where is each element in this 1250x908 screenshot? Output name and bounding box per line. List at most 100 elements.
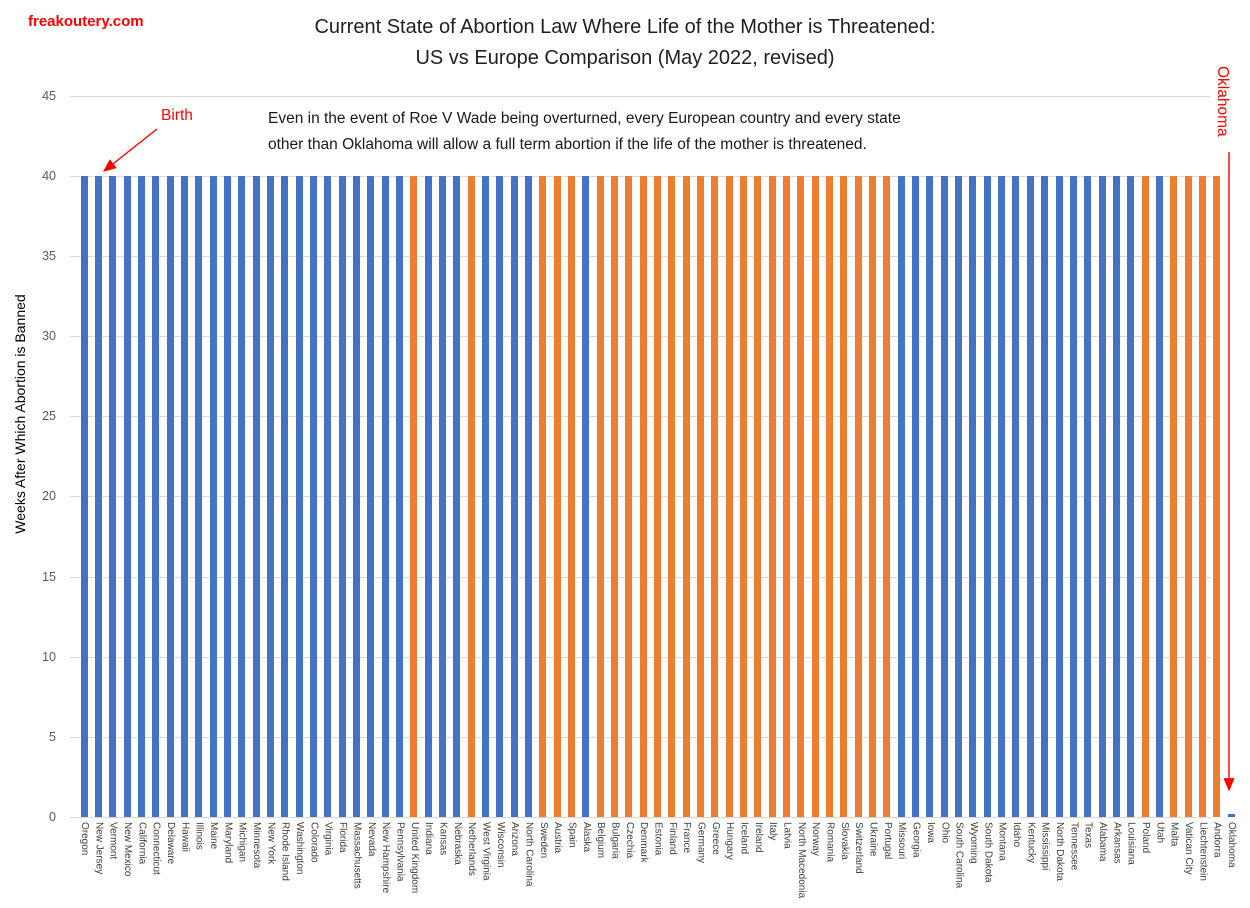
x-label-ireland: Ireland	[752, 822, 764, 853]
x-label-romania: Romania	[824, 822, 836, 863]
bar-washington	[295, 175, 303, 817]
y-tick-label-40: 40	[42, 168, 56, 183]
x-label-wyoming: Wyoming	[967, 822, 979, 864]
x-label-massachusetts: Massachusetts	[351, 822, 363, 889]
bar-vermont	[109, 175, 117, 817]
bar-norway	[811, 175, 819, 817]
x-label-sweden: Sweden	[537, 822, 549, 859]
bar-alabama	[1098, 175, 1106, 817]
x-label-oklahoma: Oklahoma	[1226, 822, 1237, 868]
x-label-texas: Texas	[1082, 822, 1094, 849]
site-logo-text: freakoutery.com	[28, 13, 144, 30]
bar-new-jersey	[94, 175, 102, 817]
bar-nevada	[367, 175, 375, 817]
bar-new-york	[266, 175, 274, 817]
bar-estonia	[654, 175, 661, 817]
x-label-illinois: Illinois	[193, 822, 205, 850]
gridline-45	[70, 95, 1211, 97]
x-label-ohio: Ohio	[939, 822, 951, 844]
bar-italy	[768, 175, 776, 817]
bar-massachusetts	[352, 175, 360, 817]
x-label-washington: Washington	[294, 822, 306, 875]
bar-maryland	[223, 175, 231, 817]
bar-ukraine	[869, 175, 877, 817]
bar-north-macedonia	[797, 175, 805, 817]
bar-netherlands	[467, 175, 475, 817]
y-tick-label-10: 10	[42, 649, 56, 664]
bar-switzerland	[854, 175, 862, 817]
x-label-louisiana: Louisiana	[1125, 822, 1137, 865]
bar-maine	[209, 175, 217, 817]
x-label-maryland: Maryland	[222, 822, 234, 864]
bar-missouri	[897, 175, 905, 817]
x-label-montana: Montana	[996, 822, 1008, 861]
y-tick-label-20: 20	[42, 489, 56, 504]
bar-new-hampshire	[381, 175, 389, 817]
x-label-wisconsin: Wisconsin	[494, 822, 506, 868]
bar-wisconsin	[496, 175, 504, 817]
x-label-new-jersey: New Jersey	[93, 822, 105, 875]
x-label-delaware: Delaware	[165, 822, 176, 865]
bar-poland	[1141, 175, 1149, 817]
bar-arizona	[510, 175, 518, 817]
x-label-arkansas: Arkansas	[1111, 822, 1123, 864]
x-label-slovakia: Slovakia	[838, 822, 850, 860]
bar-ireland	[754, 175, 762, 817]
x-label-austria: Austria	[552, 822, 564, 854]
x-label-iowa: Iowa	[924, 822, 936, 844]
bar-slovakia	[840, 175, 848, 817]
x-label-utah: Utah	[1154, 822, 1166, 844]
x-label-south-dakota: South Dakota	[982, 822, 994, 883]
x-label-spain: Spain	[566, 822, 578, 848]
x-label-vatican-city: Vatican City	[1183, 822, 1194, 875]
bar-montana	[998, 175, 1006, 817]
x-label-alabama: Alabama	[1097, 822, 1108, 862]
chart-title: Current State of Abortion Law Where Life…	[0, 12, 1250, 74]
bar-west-virginia	[481, 175, 489, 817]
bar-liechtenstein	[1198, 175, 1206, 817]
x-label-west-virginia: West Virginia	[480, 822, 492, 881]
x-label-florida: Florida	[337, 822, 349, 853]
x-label-oregon: Oregon	[79, 822, 90, 856]
x-label-north-macedonia: North Macedonia	[795, 822, 807, 899]
bar-united-kingdom	[410, 175, 418, 817]
birth-annotation-label: Birth	[161, 107, 193, 124]
x-label-minnesota: Minnesota	[251, 822, 263, 869]
x-label-bulgaria: Bulgaria	[609, 822, 621, 859]
bar-bulgaria	[611, 175, 618, 817]
x-label-california: California	[136, 822, 148, 865]
x-label-rhode-island: Rhode Island	[279, 822, 291, 881]
bar-utah	[1155, 175, 1163, 817]
bar-kentucky	[1026, 175, 1034, 817]
bar-connecticut	[152, 175, 160, 817]
bar-south-dakota	[983, 175, 991, 817]
x-label-kentucky: Kentucky	[1025, 822, 1037, 864]
x-label-georgia: Georgia	[910, 822, 922, 858]
bar-mississippi	[1041, 175, 1049, 817]
x-label-nebraska: Nebraska	[451, 822, 463, 865]
y-tick-label-35: 35	[42, 248, 56, 263]
x-label-poland: Poland	[1140, 822, 1151, 854]
bar-texas	[1084, 175, 1092, 817]
x-label-missouri: Missouri	[896, 822, 908, 860]
x-label-indiana: Indiana	[423, 822, 435, 855]
bar-louisiana	[1127, 175, 1135, 817]
x-label-italy: Italy	[767, 822, 779, 841]
bar-germany	[697, 175, 704, 817]
x-label-tennessee: Tennessee	[1068, 822, 1080, 871]
bar-hawaii	[180, 175, 188, 817]
x-label-virginia: Virginia	[322, 822, 334, 856]
bar-denmark	[639, 175, 647, 817]
bar-indiana	[424, 175, 432, 817]
bar-georgia	[912, 175, 920, 817]
bar-arkansas	[1112, 175, 1120, 817]
x-label-new-york: New York	[265, 822, 277, 865]
bar-south-carolina	[955, 175, 963, 817]
x-label-kansas: Kansas	[437, 822, 449, 856]
chart-title-line2: US vs Europe Comparison (May 2022, revis…	[415, 47, 835, 69]
bar-pennsylvania	[395, 175, 403, 817]
y-tick-label-5: 5	[49, 729, 56, 744]
x-label-belgium: Belgium	[595, 822, 607, 859]
y-tick-label-30: 30	[42, 329, 56, 344]
